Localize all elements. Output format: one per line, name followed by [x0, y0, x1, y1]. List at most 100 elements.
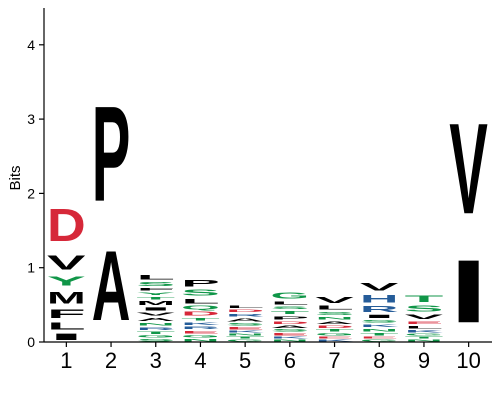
logo-letter-t: T: [405, 336, 444, 339]
logo-letter-e: E: [405, 320, 444, 324]
logo-letter-n: N: [271, 339, 310, 342]
logo-letter-d: D: [271, 321, 310, 325]
logo-letter-n: N: [315, 316, 354, 320]
logo-letter-t: T: [315, 329, 354, 333]
logo-letter-a: A: [136, 317, 175, 322]
logo-letter-v: V: [449, 97, 488, 242]
logo-letter-v: V: [360, 281, 399, 293]
logo-letter-i: I: [449, 241, 488, 341]
logo-letter-s: S: [315, 311, 354, 316]
y-tick-label: 2: [27, 185, 35, 201]
logo-letter-q: Q: [181, 305, 220, 311]
logo-letter-d: D: [315, 325, 354, 329]
logo-letter-d: D: [181, 311, 220, 317]
logo-letter-p: P: [271, 315, 310, 320]
y-tick-label: 4: [27, 37, 35, 53]
logo-letter-g: G: [181, 335, 220, 339]
logo-letter-s: S: [136, 281, 175, 287]
y-axis-label: Bits: [7, 165, 24, 190]
logo-letter-n: N: [226, 333, 265, 336]
logo-letter-e: E: [315, 336, 354, 339]
x-tick-label: 7: [328, 348, 340, 373]
logo-letter-l: L: [405, 325, 444, 330]
logo-letter-a: A: [315, 321, 354, 325]
x-tick-label: 10: [456, 348, 480, 373]
y-tick-label: 1: [27, 260, 35, 276]
logo-letter-g: G: [315, 332, 354, 336]
logo-letter-s: S: [405, 304, 444, 313]
logo-letter-g: G: [226, 339, 265, 342]
logo-letter-t: T: [226, 336, 265, 339]
logo-letter-f: F: [47, 307, 86, 320]
logo-letter-t: T: [181, 317, 220, 322]
logo-letter-n: N: [136, 322, 175, 326]
logo-letter-a: A: [226, 318, 265, 323]
logo-letter-f: F: [136, 287, 175, 292]
logo-letter-k: K: [271, 336, 311, 339]
logo-letter-p: P: [181, 278, 220, 289]
logo-letter-e: E: [181, 330, 220, 334]
logo-letter-l: L: [47, 320, 86, 331]
y-axis-ticks: 0 1 2 3 4: [27, 37, 44, 350]
logo-letter-g: G: [360, 339, 399, 342]
logo-letter-i: I: [360, 314, 399, 319]
x-axis-ticks: 1 2 3 4 5 6 7 8 9 10: [60, 342, 481, 373]
logo-letter-p: P: [92, 78, 131, 230]
logo-letter-l: L: [226, 305, 265, 309]
logo-letter-s: S: [271, 329, 310, 333]
logo-letter-i: I: [47, 332, 86, 342]
logo-letter-k: K: [226, 330, 266, 333]
logo-letter-d: D: [47, 199, 86, 251]
logo-letter-g: G: [405, 333, 444, 336]
logo-letter-n: N: [181, 338, 220, 342]
logo-letter-t: T: [136, 331, 175, 335]
logo-letter-h: H: [360, 293, 399, 305]
logo-letter-v: V: [136, 312, 175, 317]
logo-letter-v: V: [315, 295, 354, 305]
logo-letter-m: M: [136, 301, 175, 307]
logo-letter-k: K: [405, 329, 445, 333]
logo-letter-y: Y: [47, 274, 86, 289]
logo-letter-t: T: [360, 332, 399, 336]
x-tick-label: 8: [373, 348, 385, 373]
x-tick-label: 4: [194, 348, 206, 373]
logo-letter-s: S: [226, 323, 265, 327]
x-tick-label: 6: [284, 348, 296, 373]
logo-letter-g: G: [271, 291, 310, 300]
logo-letter-k: K: [360, 324, 399, 328]
logo-letter-r: R: [360, 305, 399, 314]
logo-letter-s: S: [181, 289, 220, 298]
y-tick-label: 3: [27, 111, 35, 127]
logo-letter-l: L: [136, 274, 175, 282]
logo-letter-t: T: [405, 294, 444, 304]
logo-letter-m: M: [47, 289, 86, 308]
x-tick-label: 5: [239, 348, 251, 373]
logo-letter-n: N: [405, 339, 444, 342]
logo-letter-k: K: [181, 321, 220, 325]
logo-letter-e: E: [226, 326, 265, 330]
logo-letter-s: S: [360, 319, 399, 323]
logo-letter-l: L: [315, 305, 354, 311]
logo-letter-l: L: [271, 300, 310, 305]
logo-letter-v: V: [47, 252, 86, 274]
logo-letter-r: R: [226, 313, 265, 317]
logo-letter-g: G: [136, 335, 175, 339]
logo-letter-s: S: [136, 338, 175, 342]
logo-letter-v: V: [405, 313, 444, 320]
logo-letter-e: E: [271, 332, 310, 336]
logo-letter-i: I: [136, 306, 175, 311]
logo-letter-t: T: [271, 310, 310, 315]
x-tick-label: 3: [150, 348, 162, 373]
logo-letter-r: R: [181, 326, 220, 330]
logo-letter-e: E: [360, 336, 399, 339]
logo-letter-r: R: [136, 327, 175, 331]
logo-letter-n: N: [360, 328, 399, 332]
x-tick-label: 1: [60, 348, 72, 373]
y-tick-label: 0: [27, 334, 35, 350]
logo-letter-a: A: [271, 325, 310, 329]
logo-letter-t: T: [136, 296, 175, 301]
logo-letter-a: A: [92, 230, 131, 341]
logo-letter-y: Y: [136, 291, 175, 295]
logo-letter-l: L: [181, 297, 220, 305]
